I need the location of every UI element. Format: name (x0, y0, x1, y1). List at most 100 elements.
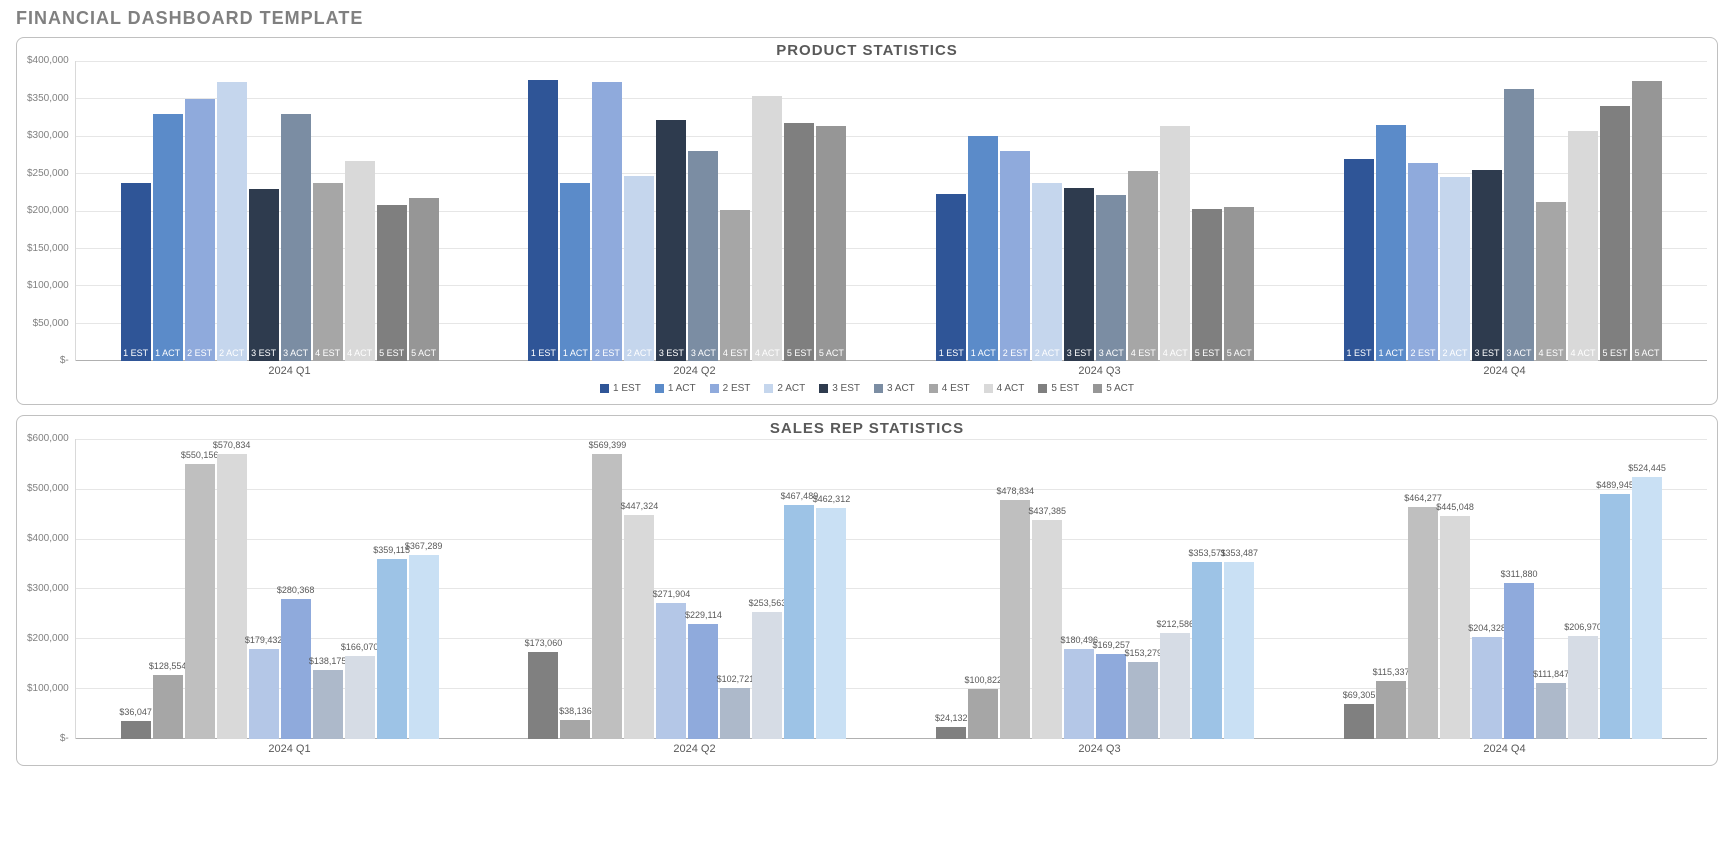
bar-series-label: 4 EST (1536, 348, 1566, 358)
bar-value-label: $128,554 (149, 661, 187, 671)
legend-swatch (874, 384, 883, 393)
legend-swatch (984, 384, 993, 393)
bar-value-label: $569,399 (589, 440, 627, 450)
bar-series-label: 3 ACT (1096, 348, 1126, 358)
bar-series-label: 5 ACT (409, 348, 439, 358)
bar: $206,970 (1568, 636, 1598, 739)
bar-series-label: 4 EST (1128, 348, 1158, 358)
x-tick-label: 2024 Q4 (1483, 743, 1525, 755)
bar-group: $69,305$115,337$464,277$445,048$204,328$… (1343, 439, 1663, 739)
bar-series-label: 3 ACT (1504, 348, 1534, 358)
legend-label: 2 EST (723, 383, 751, 394)
bar-series-label: 4 EST (720, 348, 750, 358)
bar-value-label: $478,834 (996, 486, 1034, 496)
bar: $464,277 (1408, 507, 1438, 739)
bar: $271,904 (656, 603, 686, 739)
bar: $462,312 (816, 508, 846, 739)
bar-series-label: 2 ACT (1032, 348, 1062, 358)
bar: $467,489 (784, 505, 814, 739)
product-statistics-panel: PRODUCT STATISTICS $-$50,000$100,000$150… (16, 37, 1718, 405)
bar: 4 EST (1536, 202, 1566, 361)
bar-series-label: 2 EST (1408, 348, 1438, 358)
legend-label: 4 ACT (997, 383, 1025, 394)
bar-series-label: 2 ACT (217, 348, 247, 358)
bar-value-label: $153,279 (1124, 648, 1162, 658)
bar-series-label: 3 ACT (281, 348, 311, 358)
bar: $153,279 (1128, 662, 1158, 739)
bar-series-label: 2 EST (1000, 348, 1030, 358)
salesrep-y-axis: $-$100,000$200,000$300,000$400,000$500,0… (27, 439, 75, 739)
product-plot: 1 EST1 ACT2 EST2 ACT3 EST3 ACT4 EST4 ACT… (75, 61, 1707, 361)
bar-value-label: $462,312 (813, 494, 851, 504)
bar: 5 EST (1192, 209, 1222, 361)
bar-value-label: $204,328 (1468, 623, 1506, 633)
legend-item: 5 ACT (1093, 383, 1134, 394)
legend-item: 2 ACT (764, 383, 805, 394)
legend-item: 4 ACT (984, 383, 1025, 394)
legend-item: 1 ACT (655, 383, 696, 394)
bar: $447,324 (624, 515, 654, 739)
bar-value-label: $437,385 (1028, 506, 1066, 516)
bar-value-label: $464,277 (1404, 493, 1442, 503)
bar-value-label: $524,445 (1628, 463, 1666, 473)
legend-label: 3 EST (832, 383, 860, 394)
legend-swatch (764, 384, 773, 393)
bar-series-label: 1 ACT (968, 348, 998, 358)
bar-series-label: 3 EST (1472, 348, 1502, 358)
bar: $569,399 (592, 454, 622, 739)
bar: 4 EST (1128, 171, 1158, 361)
bar-value-label: $24,132 (935, 713, 968, 723)
bar-value-label: $447,324 (621, 501, 659, 511)
bar-group: $24,132$100,822$478,834$437,385$180,496$… (935, 439, 1255, 739)
legend-swatch (1038, 384, 1047, 393)
bar: 2 EST (592, 82, 622, 361)
bar: 2 ACT (1440, 177, 1470, 361)
bar: 4 ACT (1568, 131, 1598, 361)
legend-swatch (1093, 384, 1102, 393)
bar-value-label: $138,175 (309, 656, 347, 666)
bar-series-label: 3 ACT (688, 348, 718, 358)
bar: $100,822 (968, 689, 998, 739)
bar: $69,305 (1344, 704, 1374, 739)
bar: $128,554 (153, 675, 183, 739)
legend-item: 1 EST (600, 383, 641, 394)
bar: $353,571 (1192, 562, 1222, 739)
bar-series-label: 1 EST (121, 348, 151, 358)
bar-value-label: $173,060 (525, 638, 563, 648)
bar: $166,070 (345, 656, 375, 739)
bar: $311,880 (1504, 583, 1534, 739)
bar-value-label: $280,368 (277, 585, 315, 595)
bar: $36,047 (121, 721, 151, 739)
legend-label: 5 EST (1051, 383, 1079, 394)
bar: $359,115 (377, 559, 407, 739)
bar-series-label: 4 ACT (752, 348, 782, 358)
bar: 3 EST (249, 189, 279, 362)
bar: 1 EST (1344, 159, 1374, 362)
bar: 3 EST (1472, 170, 1502, 361)
bar-group: 1 EST1 ACT2 EST2 ACT3 EST3 ACT4 EST4 ACT… (935, 61, 1255, 361)
product-legend: 1 EST1 ACT2 EST2 ACT3 EST3 ACT4 EST4 ACT… (27, 383, 1707, 394)
bar-value-label: $489,945 (1596, 480, 1634, 490)
bar-value-label: $570,834 (213, 440, 251, 450)
bar: 3 ACT (688, 151, 718, 361)
bar-series-label: 5 ACT (1224, 348, 1254, 358)
bar: 5 ACT (816, 126, 846, 361)
bar: $179,432 (249, 649, 279, 739)
bar: 1 ACT (1376, 125, 1406, 361)
bar-series-label: 5 EST (1600, 348, 1630, 358)
bar-series-label: 4 ACT (1160, 348, 1190, 358)
bar: 5 ACT (1632, 81, 1662, 362)
bar: $570,834 (217, 454, 247, 739)
bar: 1 ACT (560, 183, 590, 362)
bar-series-label: 5 ACT (1632, 348, 1662, 358)
bar-value-label: $445,048 (1436, 502, 1474, 512)
legend-item: 3 ACT (874, 383, 915, 394)
product-chart-title: PRODUCT STATISTICS (27, 42, 1707, 59)
legend-item: 3 EST (819, 383, 860, 394)
x-tick-label: 2024 Q2 (673, 743, 715, 755)
bar: $111,847 (1536, 683, 1566, 739)
bar-series-label: 1 EST (528, 348, 558, 358)
bar-value-label: $100,822 (964, 675, 1002, 685)
bar: 3 EST (1064, 188, 1094, 361)
bar-value-label: $166,070 (341, 642, 379, 652)
